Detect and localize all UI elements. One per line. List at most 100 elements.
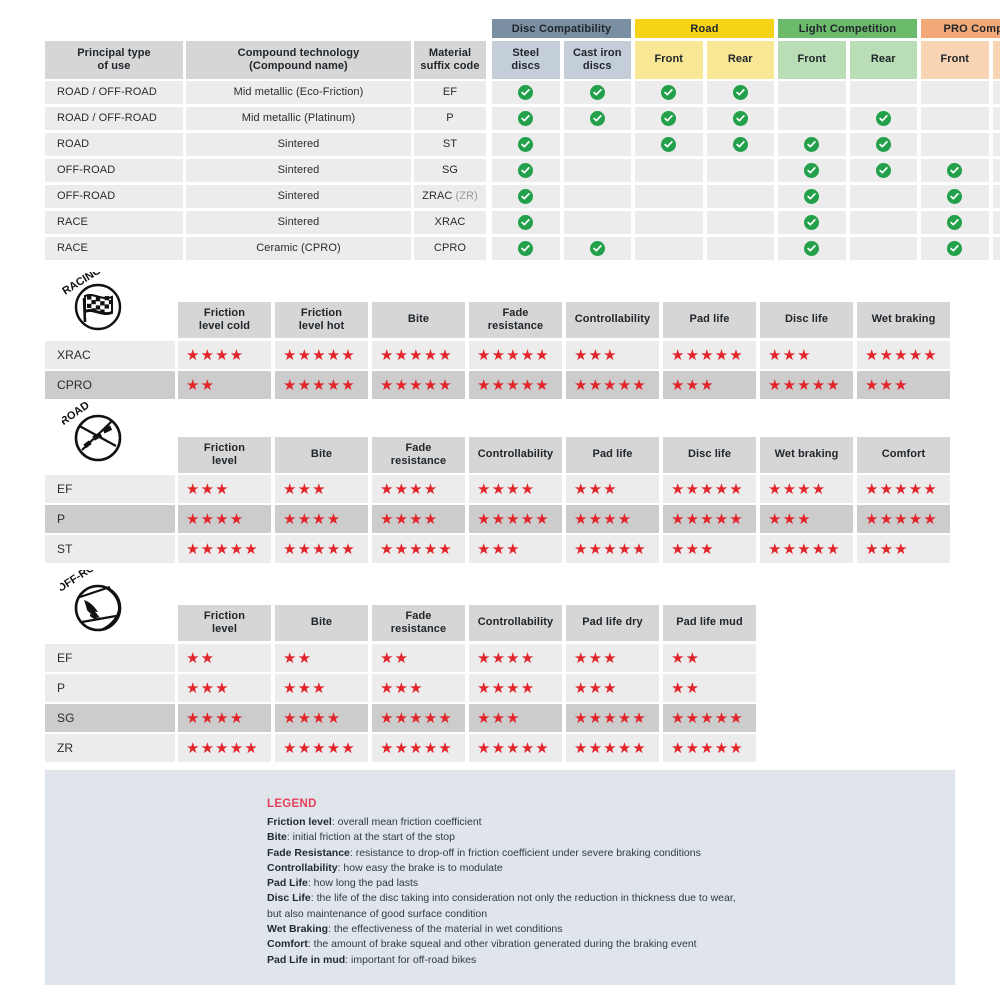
rating-cell: ★ ★ ★ ★: [178, 505, 271, 533]
group-header-label: Disc Compatibility: [511, 22, 612, 35]
legend-panel: LEGEND Friction level: overall mean frict…: [45, 770, 955, 985]
star-icon: ★: [394, 709, 409, 727]
label-line-1: Friction: [203, 441, 246, 454]
cell-not-compatible: [563, 185, 631, 208]
star-rating: ★ ★ ★ ★: [768, 482, 825, 497]
cell-not-compatible: [849, 185, 917, 208]
cell-compatible: [635, 133, 703, 156]
star-icon: ★: [229, 739, 244, 757]
check-circle-icon: [732, 111, 748, 126]
legend-term: Controllability: [267, 861, 338, 874]
star-icon: ★: [423, 346, 438, 364]
star-icon: ★: [394, 480, 409, 498]
group-header-pro-competition: PRO Competition: [921, 19, 1000, 38]
cell-compatible: [778, 237, 846, 260]
cell-compatible: [849, 159, 917, 182]
check-circle-icon: [518, 241, 534, 256]
cell-compatible: [706, 81, 774, 104]
cell-compatible: [492, 185, 560, 208]
star-icon: ★: [477, 649, 491, 667]
star-icon: ★: [520, 346, 535, 364]
label-line-1: Front: [654, 53, 684, 66]
star-rating: ★ ★ ★ ★ ★: [671, 482, 743, 497]
principal-use-text: RACE: [57, 241, 88, 254]
star-icon: ★: [768, 376, 782, 394]
star-rating: ★ ★: [186, 651, 214, 666]
check-circle-icon: [947, 189, 963, 204]
suffix-code-text: ST: [442, 137, 458, 150]
compound-code-text: ZR: [57, 740, 74, 755]
rating-cell: ★ ★ ★ ★ ★: [857, 505, 950, 533]
label-line-2: discs: [582, 60, 612, 72]
star-icon: ★: [409, 376, 423, 394]
star-icon: ★: [714, 346, 729, 364]
cell-material-suffix: EF: [414, 81, 486, 104]
cell-compatible: [563, 237, 631, 260]
rating-cell: ★ ★ ★: [178, 475, 271, 503]
rating-cell: ★ ★ ★: [566, 341, 659, 369]
star-icon: ★: [520, 376, 535, 394]
rating-cell: ★ ★ ★: [275, 475, 368, 503]
star-icon: ★: [477, 679, 491, 697]
star-icon: ★: [768, 480, 782, 498]
label-line-1: Bite: [407, 313, 430, 326]
rating-cell: ★ ★ ★: [566, 475, 659, 503]
cell-compatible: [492, 133, 560, 156]
star-icon: ★: [186, 709, 200, 727]
star-rating: ★ ★ ★ ★ ★: [865, 348, 937, 363]
header-friction-level: Friction level: [178, 437, 271, 473]
star-icon: ★: [603, 709, 617, 727]
star-rating: ★ ★ ★ ★ ★: [283, 542, 355, 557]
star-icon: ★: [782, 510, 797, 528]
cell-not-compatible: [563, 133, 631, 156]
header-wet-braking: Wet braking: [857, 302, 950, 338]
star-icon: ★: [380, 679, 394, 697]
star-icon: ★: [574, 739, 588, 757]
compound-text: Mid metallic (Platinum): [241, 111, 356, 124]
check-circle-icon: [947, 163, 963, 178]
cell-compatible: [921, 159, 989, 182]
suffix-code-text: CPRO: [433, 241, 467, 254]
cell-not-compatible: [921, 81, 989, 104]
star-rating: ★ ★ ★ ★: [186, 512, 243, 527]
star-icon: ★: [574, 679, 588, 697]
cell-compatible: [992, 159, 1000, 182]
star-icon: ★: [700, 709, 714, 727]
star-rating: ★ ★ ★ ★ ★: [768, 542, 840, 557]
star-rating: ★ ★: [671, 681, 699, 696]
star-icon: ★: [865, 346, 879, 364]
rating-cell: ★ ★ ★: [760, 341, 853, 369]
suffix-code-text: XRAC: [434, 215, 466, 228]
rating-cell: ★ ★ ★ ★ ★: [663, 505, 756, 533]
star-rating: ★ ★ ★ ★: [186, 348, 243, 363]
rating-cell: ★ ★ ★ ★ ★: [663, 341, 756, 369]
star-rating: ★ ★ ★ ★ ★: [574, 542, 646, 557]
star-icon: ★: [477, 376, 491, 394]
star-icon: ★: [200, 679, 215, 697]
star-rating: ★ ★ ★ ★: [380, 512, 437, 527]
star-icon: ★: [491, 540, 506, 558]
header-fade-resistance: Fade resistance: [372, 605, 465, 641]
star-icon: ★: [535, 510, 549, 528]
star-icon: ★: [229, 709, 244, 727]
legend-entry: Fade Resistance: resistance to drop-off …: [267, 846, 736, 861]
star-icon: ★: [229, 510, 244, 528]
star-icon: ★: [685, 679, 700, 697]
compound-code-text: SG: [57, 710, 75, 725]
star-rating: ★ ★ ★ ★: [283, 711, 340, 726]
cell-compound-technology: Mid metallic (Platinum): [186, 107, 411, 130]
star-icon: ★: [326, 510, 341, 528]
rating-cell: ★ ★: [275, 644, 368, 672]
legend-entry: Controllability: how easy the brake is t…: [267, 861, 736, 876]
cell-compatible: [492, 211, 560, 234]
header-pad-life-mud: Pad life mud: [663, 605, 756, 641]
check-circle-icon: [589, 241, 605, 256]
star-icon: ★: [671, 510, 685, 528]
label-line-1: Rear: [727, 53, 753, 66]
label-line-1: Material: [428, 46, 472, 59]
star-icon: ★: [685, 739, 700, 757]
star-icon: ★: [588, 709, 603, 727]
check-circle-icon: [661, 85, 677, 100]
star-icon: ★: [200, 739, 215, 757]
cell-compatible: [492, 107, 560, 130]
